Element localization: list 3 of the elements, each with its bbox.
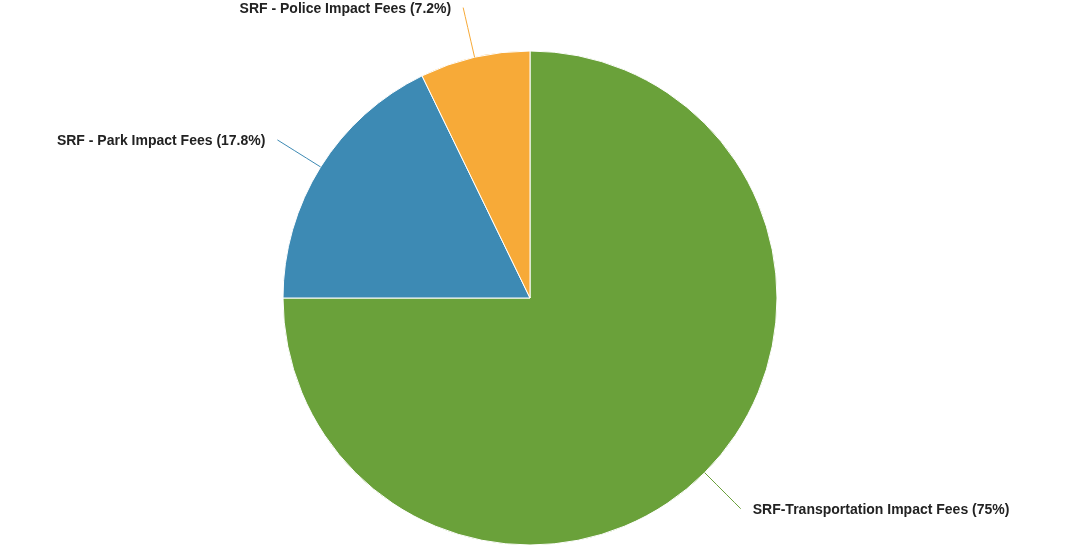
- slice-label: SRF - Park Impact Fees (17.8%): [56, 131, 266, 148]
- slice-label: SRF-Transportation Impact Fees (75%): [752, 500, 1010, 517]
- slice-label: SRF - Police Impact Fees (7.2%): [239, 0, 452, 16]
